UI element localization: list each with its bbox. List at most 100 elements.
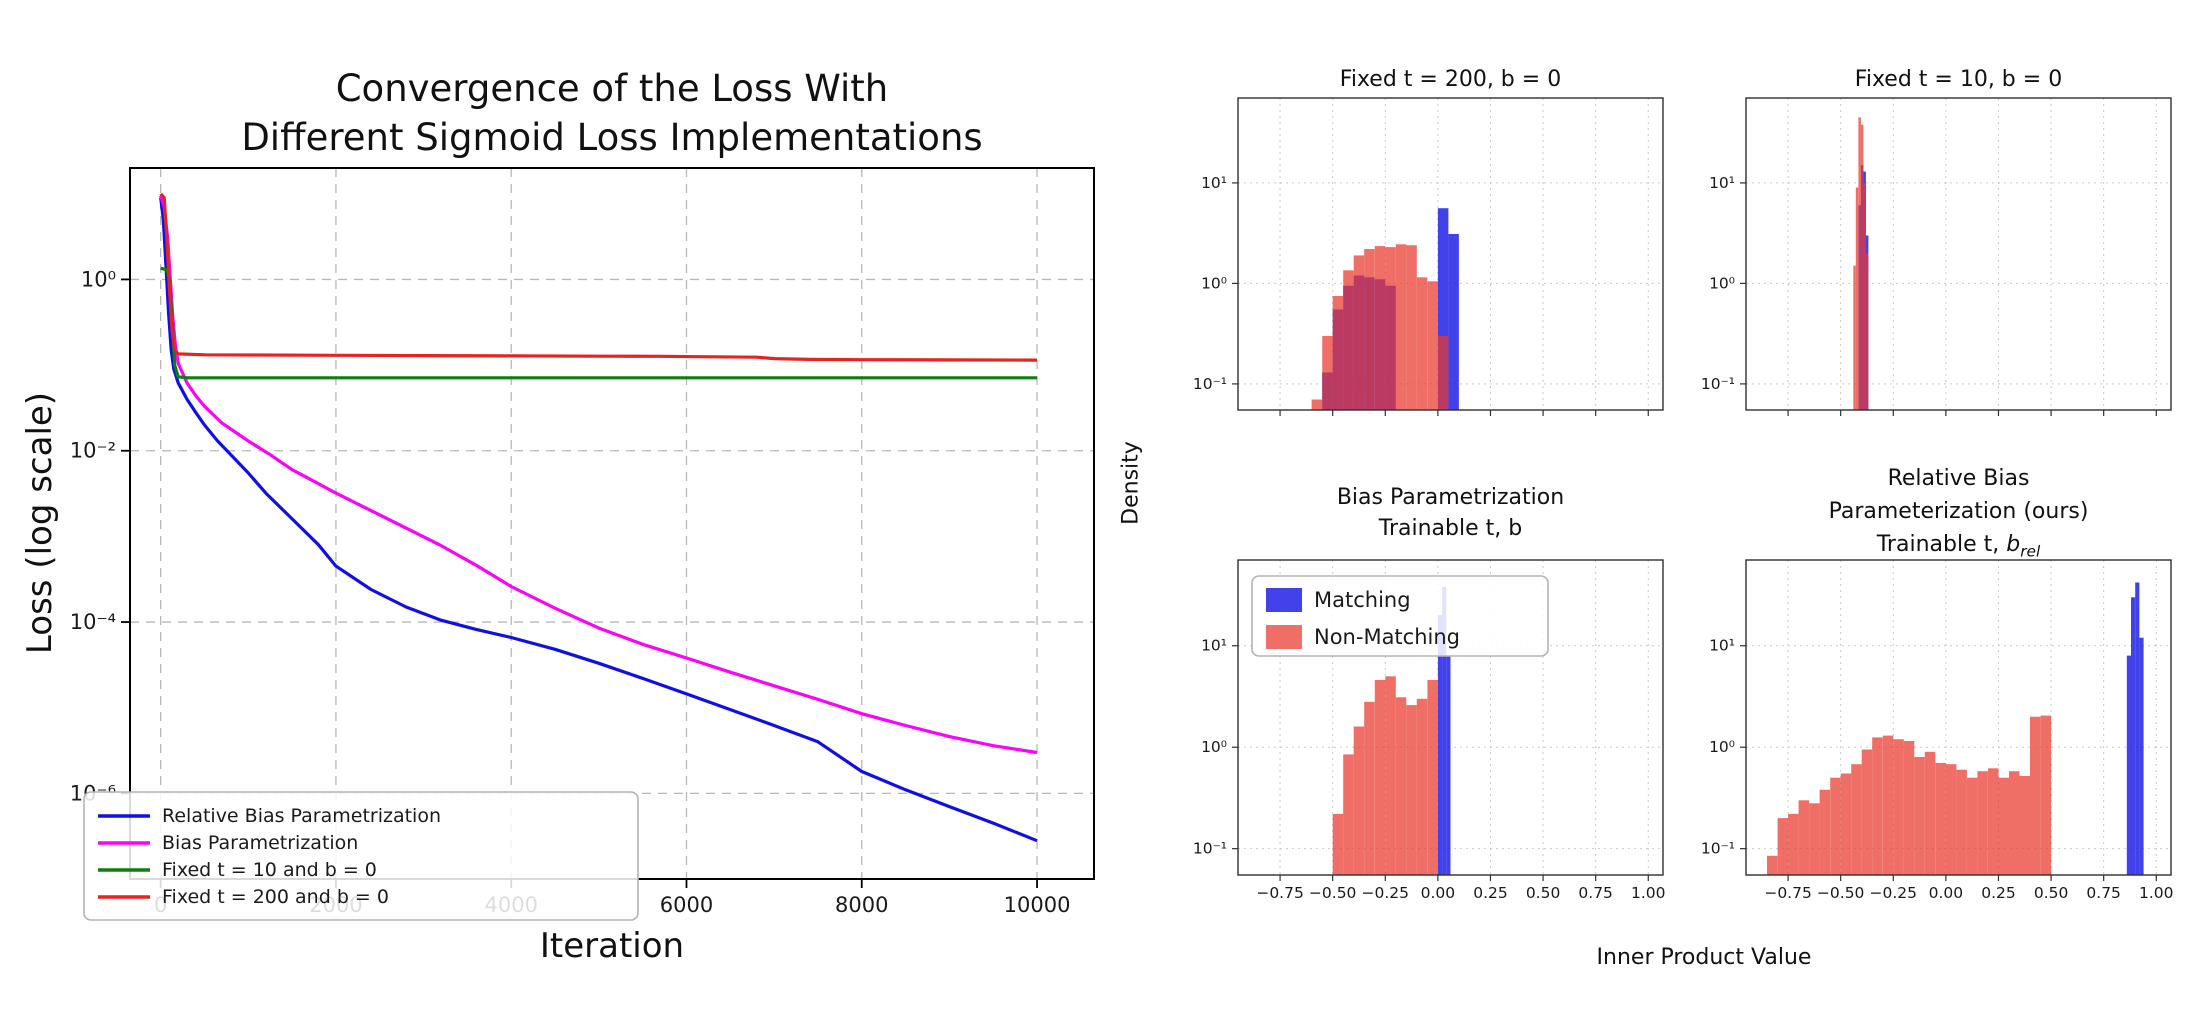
legend-label: Relative Bias Parametrization bbox=[162, 805, 441, 827]
series-line-relative-bias-parametrization bbox=[159, 197, 1038, 843]
x-tick-label: 10000 bbox=[1004, 893, 1071, 917]
hist-bar-non-matching bbox=[1332, 813, 1344, 875]
hist-bar-non-matching bbox=[1819, 789, 1831, 875]
relbias-line3-prefix: Trainable t, bbox=[1876, 532, 2007, 557]
hist-bar-non-matching bbox=[1416, 277, 1428, 410]
hist-bar-non-matching bbox=[2019, 776, 2030, 875]
hist-bar-non-matching bbox=[1914, 757, 1925, 875]
hist-bar-matching bbox=[2131, 597, 2136, 875]
hist-bar-non-matching bbox=[1882, 735, 1894, 875]
y-tick-label: 10⁻¹ bbox=[1193, 840, 1227, 858]
hist-bar-non-matching bbox=[1858, 117, 1861, 411]
y-tick-label: 10⁰ bbox=[1201, 738, 1227, 756]
series-line-fixed-t-200-and-b-0 bbox=[159, 192, 1038, 362]
hist-bar-non-matching bbox=[1406, 245, 1417, 410]
y-tick-label: 10⁻⁴ bbox=[70, 610, 116, 634]
hist-bar-non-matching bbox=[1998, 777, 2009, 875]
hist-title-relbias-line2: Parameterization (ours) bbox=[1828, 499, 2089, 524]
hist-bar-non-matching bbox=[1343, 270, 1354, 410]
hist-bar-non-matching bbox=[1861, 749, 1873, 875]
y-tick-label: 10⁰ bbox=[1709, 274, 1735, 292]
y-tick-label: 10⁻¹ bbox=[1701, 840, 1735, 858]
x-tick-label: 0.50 bbox=[1526, 884, 1561, 902]
x-tick-label: 0.50 bbox=[2034, 884, 2069, 902]
hist-title-bias-line2: Trainable t, b bbox=[1378, 516, 1523, 541]
hist-bar-non-matching bbox=[1322, 336, 1333, 410]
hist-bar-non-matching bbox=[1872, 737, 1883, 875]
hist-bar-non-matching bbox=[1830, 777, 1841, 875]
right-figure-ylabel: Density bbox=[1118, 441, 1144, 525]
hist-bar-non-matching bbox=[1427, 680, 1438, 875]
hist-bar-non-matching bbox=[1332, 296, 1344, 410]
hist-title-relbias-line1: Relative Bias bbox=[1887, 466, 2030, 491]
axes-frame bbox=[1745, 97, 2172, 411]
x-tick-label: 2000 bbox=[309, 893, 362, 917]
hist-bar-matching bbox=[1332, 309, 1344, 410]
legend-swatch bbox=[1266, 588, 1302, 612]
hist-bar-matching bbox=[1353, 275, 1365, 410]
x-tick-label: 0.75 bbox=[2086, 884, 2121, 902]
hist-title-fixed-t10: Fixed t = 10, b = 0 bbox=[1854, 67, 2063, 92]
hist-bar-non-matching bbox=[1406, 705, 1417, 875]
y-tick-label: 10¹ bbox=[1201, 637, 1227, 655]
hist-title-bias-parametrization: Bias Parametrization Trainable t, b bbox=[1238, 482, 1663, 544]
axes-frame bbox=[1237, 97, 1664, 411]
hist-bar-non-matching bbox=[1798, 800, 1810, 875]
left-chart-title: Convergence of the Loss With Different S… bbox=[130, 64, 1094, 162]
hist-bar-matching bbox=[1322, 372, 1333, 410]
hist-bar-matching bbox=[1343, 285, 1354, 410]
x-tick-label: 0.75 bbox=[1578, 884, 1613, 902]
x-tick-label: −0.50 bbox=[1817, 884, 1865, 902]
legend-label: Non-Matching bbox=[1314, 625, 1460, 649]
x-tick-label: −0.50 bbox=[1309, 884, 1357, 902]
x-tick-label: 8000 bbox=[835, 893, 888, 917]
x-tick-label: 0.00 bbox=[1421, 884, 1456, 902]
hist-bar-matching bbox=[1860, 165, 1864, 410]
relbias-line3-var: b bbox=[2006, 532, 2021, 557]
legend-swatch bbox=[1266, 625, 1302, 649]
hist-bar-matching bbox=[1863, 171, 1866, 410]
x-tick-label: 0.25 bbox=[1981, 884, 2016, 902]
hist-title-relbias-line3: Trainable t, brel bbox=[1746, 528, 2171, 568]
axes-frame bbox=[129, 167, 1095, 880]
hist-bar-non-matching bbox=[1364, 701, 1375, 875]
x-tick-label: 4000 bbox=[484, 893, 537, 917]
hist-bar-non-matching bbox=[1935, 762, 1946, 875]
axes-frame bbox=[1745, 559, 2172, 876]
x-tick-label: 6000 bbox=[660, 893, 713, 917]
hist-bar-matching bbox=[1385, 285, 1396, 410]
series-line-bias-parametrization bbox=[159, 195, 1038, 755]
hist-bar-non-matching bbox=[1956, 769, 1967, 875]
hist-bar-non-matching bbox=[2040, 715, 2052, 875]
y-tick-label: 10¹ bbox=[1709, 637, 1735, 655]
x-tick-label: 1.00 bbox=[1631, 884, 1666, 902]
hist-bar-matching bbox=[1437, 208, 1449, 410]
hist-bar-non-matching bbox=[1865, 253, 1869, 410]
legend bbox=[1251, 575, 1549, 657]
hist-bar-non-matching bbox=[1966, 777, 1978, 875]
hist-bar-non-matching bbox=[1343, 754, 1354, 875]
x-tick-label: 0.25 bbox=[1473, 884, 1508, 902]
hist-bar-non-matching bbox=[1353, 726, 1365, 875]
y-tick-label: 10⁰ bbox=[1201, 274, 1227, 292]
hist-bar-matching bbox=[2126, 655, 2131, 875]
hist-bar-non-matching bbox=[1437, 336, 1449, 410]
relbias-line3-sub: rel bbox=[2020, 542, 2041, 561]
x-tick-label: 1.00 bbox=[2139, 884, 2174, 902]
hist-bar-non-matching bbox=[1788, 813, 1799, 875]
hist-bar-non-matching bbox=[1385, 676, 1396, 875]
legend-label: Fixed t = 200 and b = 0 bbox=[162, 886, 389, 908]
hist-bar-matching bbox=[1442, 586, 1447, 875]
hist-bar-non-matching bbox=[1311, 399, 1323, 410]
hist-bar-non-matching bbox=[1767, 855, 1778, 875]
hist-bar-non-matching bbox=[1809, 803, 1820, 875]
hist-bar-matching bbox=[1437, 615, 1443, 875]
hist-bar-non-matching bbox=[1855, 187, 1859, 410]
left-chart-ylabel: Loss (log scale) bbox=[20, 391, 60, 655]
legend bbox=[83, 791, 639, 921]
hist-bar-matching bbox=[1858, 205, 1861, 410]
hist-bar-non-matching bbox=[2009, 771, 2020, 875]
y-tick-label: 10⁰ bbox=[1709, 738, 1735, 756]
hist-bar-matching bbox=[1865, 235, 1869, 410]
